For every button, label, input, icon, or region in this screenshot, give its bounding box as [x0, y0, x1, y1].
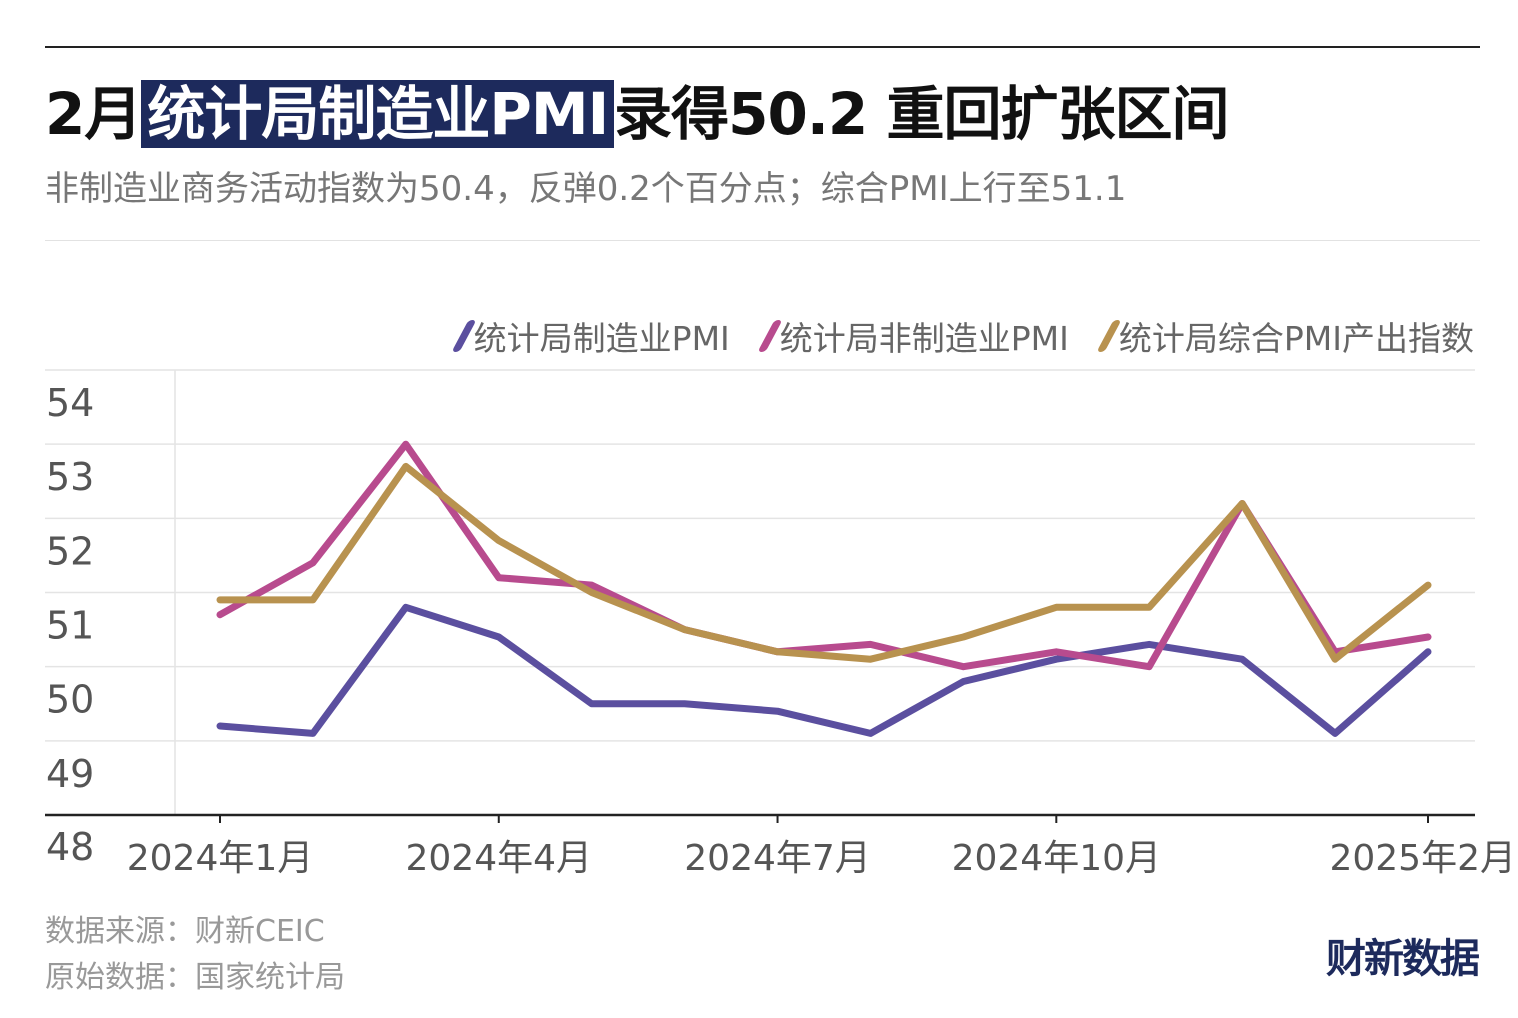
title-highlight: 统计局制造业PMI	[141, 80, 615, 148]
legend-item-manufacturing: 统计局制造业PMI	[451, 312, 730, 360]
legend-label-manufacturing: 统计局制造业PMI	[473, 319, 730, 358]
chart-legend: 统计局制造业PMI 统计局非制造业PMI 统计局综合PMI产出指数	[451, 312, 1474, 360]
y-tick-label: 53	[46, 455, 94, 499]
page-title: 2月 统计局制造业PMI 录得50.2 重回扩张区间	[45, 74, 1229, 154]
x-tick-label: 2024年4月	[406, 838, 593, 879]
legend-item-composite: 统计局综合PMI产出指数	[1096, 312, 1474, 360]
series-line-non-manufacturing	[216, 440, 1432, 671]
series-line-composite	[216, 462, 1432, 663]
legend-item-non-manufacturing: 统计局非制造业PMI	[757, 312, 1069, 360]
x-tick-label: 2024年10月	[952, 838, 1161, 879]
brand-logo: 财新数据	[1326, 935, 1480, 982]
x-tick-label: 2025年2月	[1329, 838, 1516, 879]
title-prefix: 2月	[45, 80, 142, 148]
subtitle-rule	[45, 240, 1480, 241]
title-suffix: 录得50.2 重回扩张区间	[614, 80, 1229, 148]
data-source-label: 数据来源：财新CEIC	[45, 914, 325, 949]
legend-label-non-manufacturing: 统计局非制造业PMI	[779, 319, 1069, 358]
x-tick-label: 2024年7月	[684, 838, 871, 879]
series-line-manufacturing	[216, 603, 1432, 737]
y-tick-label: 48	[46, 825, 94, 869]
subtitle: 非制造业商务活动指数为50.4，反弹0.2个百分点；综合PMI上行至51.1	[45, 169, 1127, 209]
y-tick-label: 50	[46, 678, 94, 722]
x-tick-label: 2024年1月	[127, 838, 314, 879]
y-tick-label: 51	[46, 604, 94, 648]
y-tick-label: 49	[46, 752, 94, 796]
y-tick-label: 52	[46, 529, 94, 573]
legend-label-composite: 统计局综合PMI产出指数	[1118, 319, 1474, 358]
y-tick-label: 54	[46, 381, 94, 425]
top-rule	[45, 46, 1480, 48]
original-data-label: 原始数据：国家统计局	[45, 960, 345, 995]
